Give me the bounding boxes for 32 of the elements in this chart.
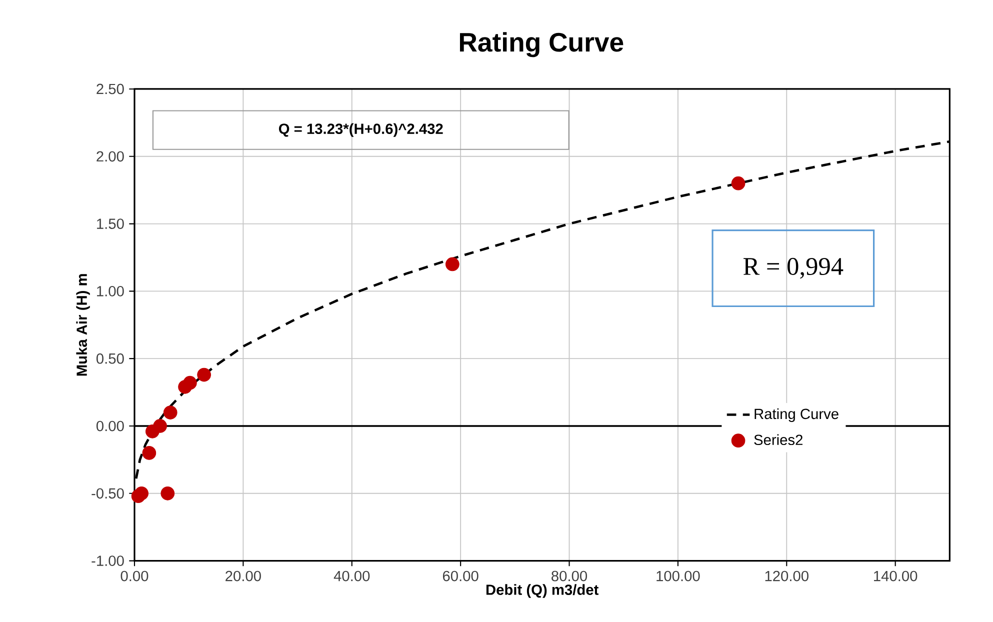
- y-axis-title: Muka Air (H) m: [76, 274, 90, 376]
- legend-label: Series2: [754, 434, 802, 446]
- y-tick-label: 2.00: [96, 151, 124, 162]
- point: [182, 376, 197, 390]
- x-tick-label: 80.00: [552, 570, 588, 582]
- x-tick-label: 140.00: [874, 570, 918, 582]
- chart-title: Rating Curve: [460, 32, 624, 58]
- point: [160, 486, 175, 500]
- y-tick-label: -1.00: [92, 556, 124, 566]
- x-axis-title: Debit (Q) m3/det: [486, 584, 599, 598]
- annotation: R = 0,994: [743, 258, 844, 279]
- x-tick-label: 100.00: [656, 570, 700, 582]
- y-tick-label: 0.00: [96, 420, 124, 432]
- point: [134, 486, 148, 500]
- annotation: Q = 13.23*(H+0.6)^2.432: [278, 123, 443, 137]
- y-tick-label: 1.50: [97, 218, 124, 230]
- point: [197, 368, 211, 382]
- point: [731, 176, 746, 190]
- y-tick-label: 2.50: [96, 84, 124, 94]
- point: [163, 406, 178, 420]
- y-tick-label: 0.50: [96, 354, 124, 364]
- point: [142, 446, 156, 460]
- y-tick-label: 1.00: [97, 286, 124, 296]
- x-tick-label: 20.00: [226, 570, 261, 582]
- point: [445, 257, 460, 272]
- y-tick-label: -0.50: [92, 488, 124, 499]
- legend-label: Rating Curve: [754, 408, 838, 422]
- x-tick-label: 40.00: [334, 570, 370, 582]
- x-tick-label: 60.00: [442, 570, 478, 582]
- x-tick-label: 120.00: [765, 570, 808, 582]
- x-tick-label: 0.00: [120, 570, 148, 582]
- point: [153, 419, 167, 434]
